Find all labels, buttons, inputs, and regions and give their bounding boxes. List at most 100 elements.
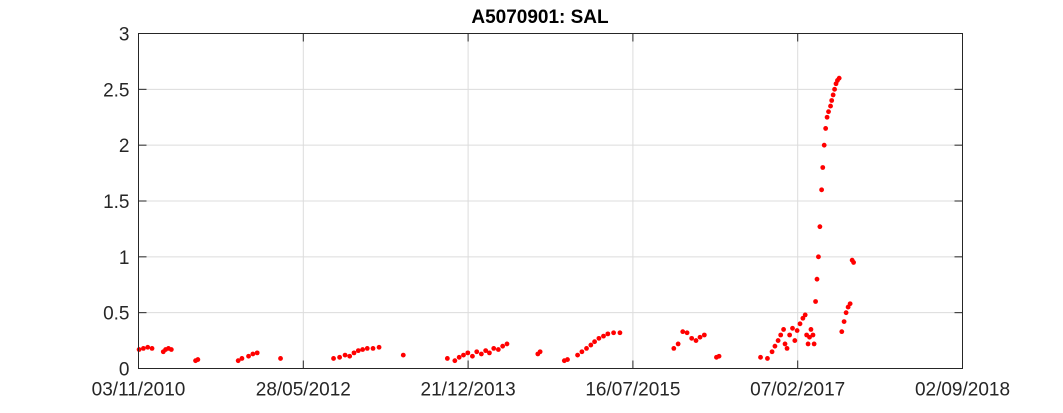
data-point [376,344,382,350]
data-point [800,315,806,321]
x-tick-label: 03/11/2010 [92,380,186,401]
data-point [817,224,823,230]
data-point [351,350,357,356]
data-point [816,254,821,260]
data-point [811,341,817,347]
data-point [140,346,146,351]
data-point [235,358,241,364]
data-point [195,357,201,362]
data-point [483,348,489,354]
data-point [605,331,611,337]
data-point [769,349,775,355]
data-point [355,348,361,354]
data-point [851,260,856,265]
data-point [675,341,681,347]
data-point [504,341,510,347]
data-point [847,301,853,307]
data-point [792,338,798,343]
chart-title: A5070901: SAL [471,7,609,28]
data-point [758,354,763,360]
data-point [588,342,594,348]
data-point [839,329,845,335]
data-point [671,346,677,351]
data-point [781,327,786,332]
data-point [461,352,466,358]
data-point [611,330,616,336]
data-point [370,346,376,351]
data-point [689,335,695,341]
data-point [784,346,790,351]
data-point [487,350,492,356]
data-point [836,75,842,81]
data-point [254,350,260,356]
data-point [478,351,484,357]
data-point [136,347,142,352]
data-point [701,332,707,338]
y-tick-label: 2 [119,136,130,157]
data-point [444,356,450,361]
data-point [537,349,543,355]
x-tick-label: 28/05/2012 [256,380,351,401]
data-point [823,126,829,131]
data-point [579,349,585,355]
data-point [832,86,837,92]
data-point [250,351,256,357]
axis-ticks: 03/11/2010 28/05/2012 21/12/2013 16/07/2015… [92,25,1010,401]
x-tick-label: 02/09/2018 [915,380,1010,401]
data-point [149,346,155,351]
x-tick-label: 16/07/2015 [585,380,680,401]
data-point [278,356,283,361]
data-point [596,335,602,341]
data-point [470,353,475,359]
data-point [145,344,151,350]
data-point [592,339,597,345]
y-tick-label: 3 [119,25,130,46]
y-tick-label: 0.5 [103,304,129,325]
data-point [787,332,793,338]
data-point [828,103,833,109]
data-point [765,356,770,361]
data-point [456,354,462,360]
data-point [808,327,814,332]
data-point [716,353,722,359]
data-point [239,356,245,361]
data-point [617,330,623,336]
data-point [400,352,406,358]
data-point [565,357,570,362]
data-point [843,310,849,316]
x-tick-label: 07/02/2017 [750,380,845,401]
data-point [601,333,606,339]
data-point [575,352,580,358]
data-point [342,352,348,358]
data-point [829,98,835,103]
x-tick-label: 21/12/2013 [421,380,516,401]
data-point [826,109,831,115]
data-point [810,332,816,338]
data-point [491,346,497,351]
data-point [819,187,825,193]
data-point [841,319,847,324]
data-point [360,347,366,352]
y-tick-label: 2.5 [103,80,129,101]
data-point [814,276,820,282]
data-point [364,346,370,351]
data-point [805,341,811,347]
data-point [775,338,781,343]
data-point [813,299,818,304]
data-point [693,338,699,343]
data-point [495,347,501,352]
data-point [824,114,830,120]
y-tick-label: 1.5 [103,192,129,213]
data-point [830,92,836,98]
data-point [778,332,784,338]
data-point [820,165,826,170]
data-point [772,343,778,349]
data-point [794,328,800,333]
data-point [584,346,589,351]
data-point [697,334,703,340]
data-points [136,75,856,364]
data-point [684,330,690,336]
data-point [465,350,471,356]
data-point [500,343,506,349]
